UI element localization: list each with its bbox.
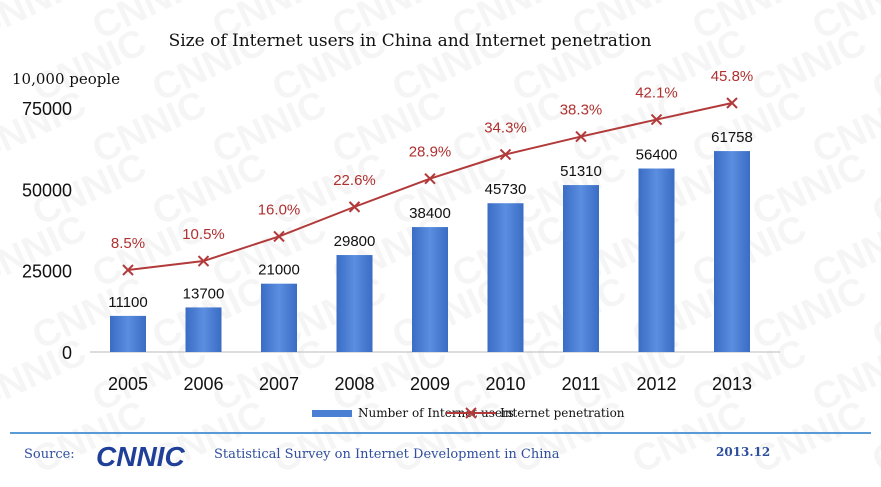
penetration-label-2009: 28.9% [409,144,452,161]
bar-value-label-2008: 29800 [334,233,376,250]
x-tick-label-2007: 2007 [259,374,299,394]
footer-survey-text: Statistical Survey on Internet Developme… [214,447,560,462]
penetration-label-2007: 16.0% [258,201,301,218]
watermark-18: CNNIC [0,83,93,172]
watermark-36: CNNIC [0,207,93,296]
bar-2007 [261,283,297,352]
y-axis-unit-label: 10,000 people [12,70,120,88]
y-tick-label-25000: 25000 [22,262,72,282]
chart-title: Size of Internet users in China and Inte… [169,31,652,51]
penetration-label-2008: 22.6% [333,172,376,189]
legend: Number of Internet users Internet penetr… [312,406,625,420]
penetration-label-2011: 38.3% [560,102,603,119]
y-tick-label-50000: 50000 [22,180,72,200]
x-tick-label-2009: 2009 [410,374,450,394]
watermark-70: CNNIC [866,393,881,482]
watermark-16: CNNIC [866,21,881,110]
x-axis-ticks: 2005 2006 2007 2008 2009 2010 2011 2012 2013 [108,374,752,394]
penetration-marker-2012 [650,113,663,126]
bar-value-label-2009: 38400 [409,205,451,222]
bar-2011 [563,185,599,352]
watermark-0: CNNIC [0,0,93,48]
bar-2009 [412,227,448,352]
footer-date: 2013.12 [716,445,770,459]
x-tick-label-2005: 2005 [108,374,148,394]
bar-value-labels: 11100 13700 21000 29800 38400 45730 51310 56400… [108,129,753,311]
penetration-labels: 8.5% 10.5% 16.0% 22.6% 28.9% 34.3% 38.3% 42.1% 4… [111,68,753,252]
footer-source-label: Source: [24,447,75,462]
x-tick-label-2008: 2008 [334,374,374,394]
penetration-marker-2013 [726,97,738,109]
watermark-69: CNNIC [746,393,873,482]
bar-value-label-2013: 61758 [711,129,753,146]
bar-2008 [336,255,373,352]
bars-group [110,151,750,352]
x-tick-label-2010: 2010 [485,374,525,394]
watermark-34: CNNIC [866,145,881,234]
y-axis-ticks: 0 25000 50000 75000 [22,99,72,363]
x-tick-label-2011: 2011 [562,374,601,394]
penetration-marker-2008 [348,201,361,213]
penetration-line-group [122,97,738,276]
penetration-marker-2005 [122,264,134,276]
bar-2013 [714,151,750,352]
penetration-label-2012: 42.1% [635,85,678,102]
watermark-54: CNNIC [0,331,93,420]
penetration-marker-2007 [273,230,285,243]
x-tick-label-2012: 2012 [636,374,676,394]
x-tick-label-2006: 2006 [183,374,223,394]
bar-2010 [487,203,524,352]
penetration-label-2006: 10.5% [182,226,225,243]
penetration-marker-2011 [575,130,587,143]
bar-value-label-2011: 51310 [560,163,602,180]
watermark-68: CNNIC [626,393,753,482]
bar-value-label-2010: 45730 [485,181,527,198]
x-tick-label-2013: 2013 [712,374,752,394]
bar-2005 [110,315,146,352]
penetration-marker-2006 [197,255,210,267]
penetration-label-2010: 34.3% [484,119,527,136]
legend-marker-penetration [465,407,477,419]
bar-value-label-2006: 13700 [183,285,225,302]
penetration-label-2005: 8.5% [111,235,145,252]
y-tick-label-75000: 75000 [22,99,72,119]
bar-value-label-2007: 21000 [258,262,300,279]
y-tick-label-0: 0 [62,343,72,363]
watermark-52: CNNIC [866,269,881,358]
penetration-marker-2010 [499,148,512,161]
legend-swatch-users [312,410,352,417]
bar-value-label-2005: 11100 [108,294,148,311]
bar-2006 [185,307,222,352]
penetration-marker-2009 [424,172,436,185]
cnnic-logo: CNNIC [96,441,185,472]
bar-2012 [638,168,675,352]
legend-label-penetration: Internet penetration [500,406,625,420]
bar-value-label-2012: 56400 [636,147,678,164]
penetration-label-2013: 45.8% [711,68,754,85]
